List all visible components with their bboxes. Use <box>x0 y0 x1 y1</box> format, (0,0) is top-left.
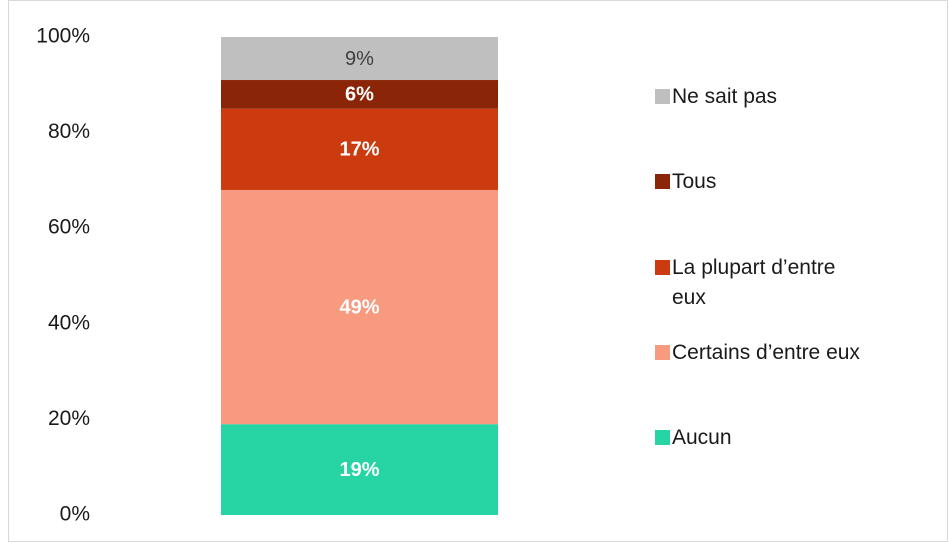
data-label: 49% <box>339 296 379 318</box>
legend-swatch <box>655 174 670 190</box>
legend-label: Certains d’entre eux <box>672 340 860 364</box>
y-tick-label: 40% <box>48 311 90 334</box>
legend-swatch <box>655 344 670 360</box>
y-tick-label: 100% <box>36 25 90 48</box>
bar-segment <box>221 424 498 515</box>
chart-border <box>8 0 948 542</box>
data-label: 6% <box>345 84 374 106</box>
y-tick-label: 80% <box>48 120 90 143</box>
data-label: 19% <box>339 459 379 481</box>
legend-swatch <box>655 89 670 104</box>
bar-segment <box>221 37 498 81</box>
bar-segment <box>221 189 498 425</box>
bar-segment <box>221 108 498 190</box>
legend-label: Ne sait pas <box>672 85 778 108</box>
legend-label: La plupart d’entre eux <box>672 255 836 309</box>
legend-swatch <box>655 430 670 446</box>
bar-segment <box>221 80 498 109</box>
data-label: 17% <box>339 139 379 161</box>
y-tick-label: 0% <box>60 503 90 526</box>
y-tick-label: 20% <box>48 407 90 430</box>
legend-swatch <box>655 259 670 275</box>
y-tick-label: 60% <box>48 216 90 239</box>
data-label: 9% <box>345 48 374 70</box>
legend-label: Aucun <box>672 426 732 450</box>
legend-label: Tous <box>672 170 717 194</box>
